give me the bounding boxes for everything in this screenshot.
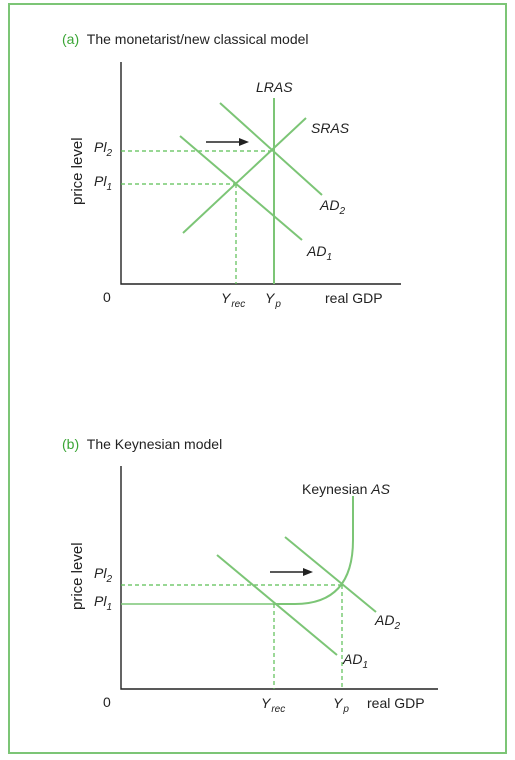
panel-b-yrec-label: Yrec	[261, 695, 285, 715]
panel-a-axes	[120, 62, 401, 285]
figure-frame	[8, 3, 507, 754]
panel-b-pl2-label: Pl2	[94, 565, 112, 585]
panel-b-y-axis-label: price level	[69, 542, 86, 610]
panel-b: (b) The Keynesian model price level 0 Ke…	[62, 436, 438, 715]
panel-b-yp-label: Yp	[333, 695, 349, 715]
panel-b-keynesian-as-curve	[274, 496, 354, 605]
panel-b-keynesian-as-label: Keynesian AS	[302, 481, 391, 497]
panel-a-ad2-label: AD2	[319, 197, 345, 217]
panel-b-pl1-label: Pl1	[94, 593, 112, 613]
panel-b-axes	[120, 466, 438, 690]
panel-a-ad2-curve	[219, 102, 323, 196]
panel-b-x-axis-label: real GDP	[367, 695, 425, 711]
panel-b-shift-arrow	[270, 568, 313, 576]
panel-b-title: (b) The Keynesian model	[62, 436, 222, 452]
panel-a-x-axis-label: real GDP	[325, 290, 383, 306]
panel-a-y-axis-label: price level	[69, 137, 86, 205]
panel-b-ad2-curve	[284, 536, 377, 613]
panel-a-ad1-curve	[179, 135, 303, 241]
panel-b-ad2-label: AD2	[374, 612, 400, 632]
panel-a: (a) The monetarist/new classical model p…	[62, 31, 401, 310]
panel-a-ad1-label: AD1	[306, 243, 332, 263]
panel-a-origin: 0	[103, 289, 111, 305]
panel-a-sras-curve	[182, 117, 307, 234]
panel-a-lras-label: LRAS	[256, 79, 293, 95]
panel-a-title: (a) The monetarist/new classical model	[62, 31, 309, 47]
panel-a-pl2-label: Pl2	[94, 139, 112, 159]
panel-a-shift-arrow	[206, 138, 249, 146]
panel-a-sras-label: SRAS	[311, 120, 350, 136]
panel-a-yrec-label: Yrec	[221, 290, 245, 310]
panel-a-yp-label: Yp	[265, 290, 281, 310]
panel-b-ad1-label: AD1	[342, 651, 368, 671]
panel-b-origin: 0	[103, 694, 111, 710]
panel-b-ad1-curve	[216, 554, 338, 656]
panel-a-pl1-label: Pl1	[94, 173, 112, 193]
